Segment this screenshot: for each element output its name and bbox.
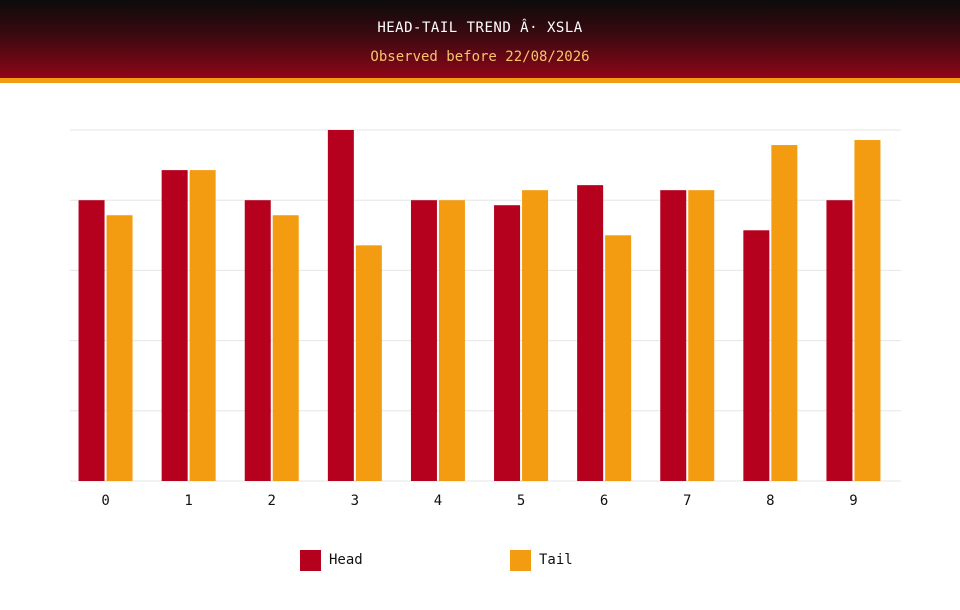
bar-head-0[interactable] [78,200,105,481]
bar-head-7[interactable] [660,190,687,481]
bar-tail-0[interactable] [106,215,133,481]
x-tick-label: 8 [766,493,774,509]
bar-tail-1[interactable] [189,170,216,481]
x-tick-label: 1 [184,493,192,509]
x-tick-label: 4 [434,493,442,509]
x-tick-label: 6 [600,493,608,509]
legend-swatch-head [300,549,321,571]
header-banner [0,0,960,78]
bar-head-3[interactable] [327,130,354,481]
chart-title: HEAD-TAIL TREND Â· XSLA [377,20,583,36]
bar-head-1[interactable] [161,170,188,481]
bar-head-6[interactable] [577,185,604,481]
legend-item-tail[interactable]: Tail [510,549,573,571]
chart-subtitle: Observed before 22/08/2026 [370,49,590,65]
bar-tail-3[interactable] [355,245,382,481]
bar-head-4[interactable] [410,200,437,481]
bar-tail-4[interactable] [438,200,465,481]
x-tick-label: 2 [268,493,276,509]
x-tick-label: 3 [351,493,359,509]
bar-tail-8[interactable] [771,145,798,482]
x-tick-label: 9 [849,493,857,509]
header-accent-stripe [0,78,960,83]
x-tick-label: 0 [101,493,109,509]
bar-tail-9[interactable] [854,140,881,481]
bar-head-8[interactable] [743,230,770,481]
bar-tail-7[interactable] [688,190,715,481]
bar-tail-2[interactable] [272,215,299,481]
legend-label-head: Head [329,552,363,568]
bar-head-2[interactable] [244,200,271,481]
bar-tail-6[interactable] [605,235,632,481]
legend-item-head[interactable]: Head [300,549,363,571]
bar-tail-5[interactable] [522,190,549,481]
x-tick-label: 5 [517,493,525,509]
bar-head-5[interactable] [494,205,521,481]
x-tick-label: 7 [683,493,691,509]
bar-head-9[interactable] [826,200,853,481]
legend-swatch-tail [510,549,531,571]
legend-label-tail: Tail [539,552,573,568]
